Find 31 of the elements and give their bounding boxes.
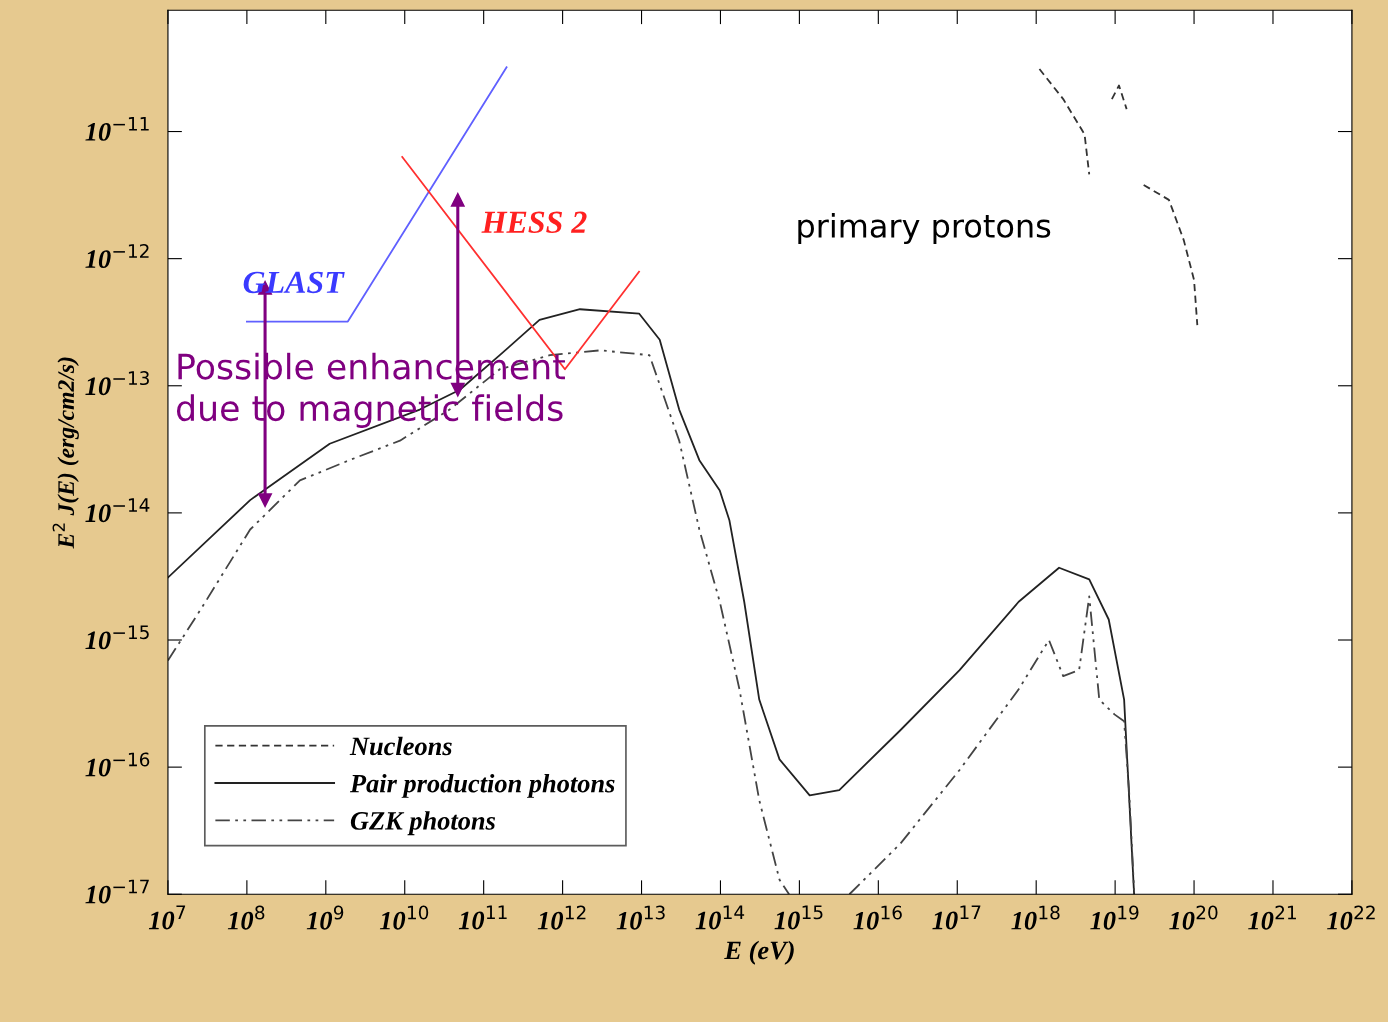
y-tick-label: 10$^{−17}$ xyxy=(85,879,149,904)
x-tick-label: 10$^{12}$ xyxy=(537,905,586,930)
y-tick-label: 10$^{−14}$ xyxy=(85,498,150,523)
x-tick-label: 10$^{13}$ xyxy=(616,905,665,930)
x-tick-label: 10$^{17}$ xyxy=(932,905,981,930)
x-tick-label: 10$^{11}$ xyxy=(458,905,507,930)
x-tick-label: 10$^{21}$ xyxy=(1248,905,1296,930)
annotation: HESS 2 xyxy=(481,211,587,234)
y-axis-title: E$^{2}$ J(E) (erg/cm2/s) xyxy=(52,357,79,549)
legend-label: Pair production photons xyxy=(349,773,615,798)
x-tick-label: 10$^{19}$ xyxy=(1090,905,1139,930)
x-axis-title: E (eV) xyxy=(724,940,794,965)
x-tick-label: 10$^{15}$ xyxy=(774,905,823,930)
x-tick-label: 10$^{7}$ xyxy=(148,905,186,930)
legend-label: GZK photons xyxy=(350,811,496,836)
x-tick-label: 10$^{16}$ xyxy=(853,905,902,930)
y-tick-label: 10$^{−12}$ xyxy=(85,243,149,269)
x-tick-label: 10$^{20}$ xyxy=(1169,905,1218,930)
y-tick-label: 10$^{−16}$ xyxy=(85,752,150,777)
y-tick-label: 10$^{−13}$ xyxy=(85,371,149,396)
x-tick-label: 10$^{18}$ xyxy=(1011,905,1060,930)
y-tick-label: 10$^{−11}$ xyxy=(85,116,149,141)
x-tick-label: 10$^{14}$ xyxy=(695,905,745,930)
annotation: primary protons xyxy=(798,213,1051,245)
x-tick-label: 10$^{9}$ xyxy=(306,905,344,930)
x-tick-label: 10$^{8}$ xyxy=(227,905,265,930)
x-tick-label: 10$^{22}$ xyxy=(1327,905,1375,930)
y-tick-label: 10$^{−15}$ xyxy=(85,625,149,650)
legend-label: Nucleons xyxy=(349,736,452,756)
annotation: GLAST xyxy=(243,271,345,294)
x-tick-label: 10$^{10}$ xyxy=(379,905,429,930)
